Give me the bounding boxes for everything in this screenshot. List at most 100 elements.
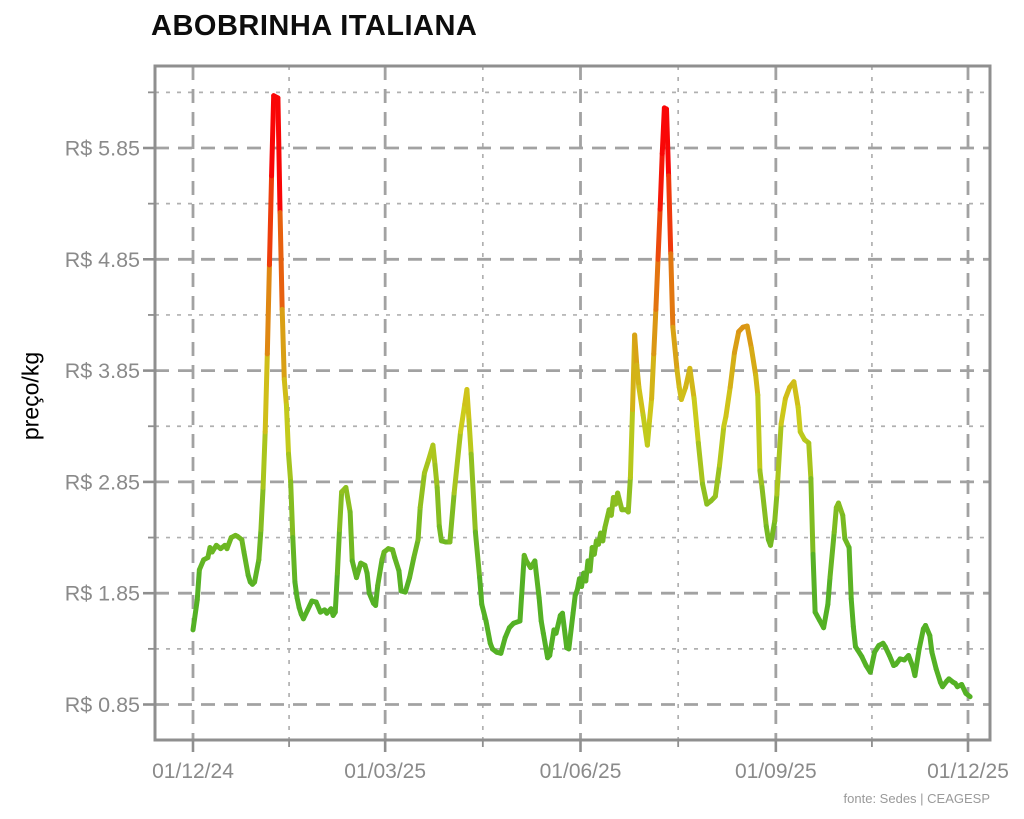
price-line-segment: [916, 626, 926, 652]
price-line-segment: [269, 93, 277, 179]
price-line-segment: [190, 597, 200, 633]
price-line-segment: [827, 529, 837, 581]
plot-border: [153, 64, 992, 742]
price-line-segment: [458, 401, 468, 435]
price-line-segment: [649, 351, 657, 401]
price-line-segment: [666, 173, 674, 257]
price-line-segment: [712, 462, 723, 499]
x-tick-label: 01/06/25: [540, 760, 622, 783]
price-line-segment: [432, 462, 440, 490]
price-line-segment: [727, 350, 737, 390]
price-line-segment: [337, 489, 345, 533]
price-line-segment: [657, 151, 665, 212]
price-line-segment: [347, 509, 355, 564]
price-line-segment: [262, 351, 270, 435]
price-line-segment: [632, 332, 640, 368]
y-tick-label: R$ 2.85: [65, 470, 140, 494]
price-line-segment: [759, 484, 769, 529]
price-line-segment: [825, 575, 833, 607]
price-line-segment: [283, 402, 292, 457]
price-line-segment: [434, 484, 442, 529]
price-line-segment: [795, 404, 803, 435]
price-line-segment: [472, 529, 483, 581]
price-line-segment: [570, 592, 578, 616]
price-line-segment: [963, 690, 973, 700]
price-line-segment: [755, 392, 763, 474]
price-line-segment: [670, 324, 680, 374]
price-line-segment: [540, 630, 551, 661]
price-line-segment: [532, 558, 542, 601]
price-line-segment: [559, 610, 570, 651]
price-line-segment: [821, 601, 831, 631]
price-line-segment: [748, 345, 759, 378]
price-line-segment: [477, 575, 485, 607]
price-line-segment: [547, 627, 557, 659]
price-line-segment: [256, 527, 264, 563]
x-tick-label: 01/12/24: [152, 760, 234, 783]
price-line-segment: [695, 440, 706, 487]
price-line-segment: [653, 256, 661, 312]
price-line-segment: [651, 306, 659, 357]
price-line-segment: [553, 612, 563, 636]
price-line-segment: [774, 421, 784, 497]
price-line-segment: [407, 555, 417, 581]
x-tick-label: 01/03/25: [344, 760, 426, 783]
x-tick-label: 01/09/25: [735, 760, 817, 783]
price-line-segment: [674, 368, 682, 390]
price-line-segment: [464, 387, 472, 424]
price-line-segment: [334, 527, 343, 576]
price-line-segment: [566, 610, 576, 652]
price-line-segment: [332, 570, 340, 615]
price-line-segment: [364, 570, 372, 596]
price-line-segment: [241, 549, 251, 578]
price-line-segment: [373, 582, 381, 608]
price-line-segment: [396, 568, 404, 594]
price-line-segment: [744, 323, 754, 351]
price-line-segment: [806, 440, 814, 482]
price-line-segment: [292, 579, 300, 601]
price-line-segment: [411, 537, 421, 561]
source-note: fonte: Sedes | CEAGESP: [843, 791, 990, 806]
price-line-segment: [343, 484, 353, 515]
price-line-segment: [791, 379, 801, 410]
price-line-segment: [536, 595, 544, 624]
price-line-segment: [264, 262, 272, 357]
price-line-segment: [668, 251, 676, 330]
price-line-segment: [808, 476, 816, 557]
price-line-segment: [252, 557, 262, 585]
price-line-segment: [929, 649, 939, 672]
price-line-segment: [717, 423, 727, 468]
price-line-segment: [447, 490, 457, 545]
price-line-segment: [288, 479, 296, 541]
price-line-segment: [260, 429, 268, 490]
price-line-segment: [647, 395, 655, 424]
price-line-segment: [627, 407, 636, 480]
price-line-segment: [831, 504, 839, 535]
chart-title: ABOBRINHA ITALIANA: [151, 10, 478, 42]
price-line-segment: [483, 618, 493, 646]
price-line-segment: [266, 173, 275, 268]
price-line-segment: [281, 377, 289, 408]
y-tick-label: R$ 4.85: [65, 248, 140, 272]
price-line-segment: [498, 635, 508, 656]
price-line-segment: [517, 552, 527, 624]
price-line-segment: [723, 384, 733, 419]
price-line-segment: [691, 395, 701, 446]
price-line-segment: [402, 575, 413, 595]
price-line-segment: [687, 365, 697, 401]
price-line-segment: [663, 106, 672, 179]
price-line-segment: [615, 490, 625, 513]
y-tick-label: R$ 5.85: [65, 137, 140, 161]
price-line-segment: [927, 632, 935, 655]
x-tick-label: 01/12/25: [927, 760, 1009, 783]
y-tick-label: R$ 1.85: [65, 582, 140, 606]
price-line-segment: [912, 646, 922, 679]
price-line-segment: [415, 504, 423, 543]
price-line-segment: [258, 484, 266, 533]
price-line-segment: [479, 601, 489, 624]
price-line-segment: [644, 418, 653, 448]
price-line-segment: [451, 429, 464, 496]
price-line-segment: [636, 384, 646, 418]
